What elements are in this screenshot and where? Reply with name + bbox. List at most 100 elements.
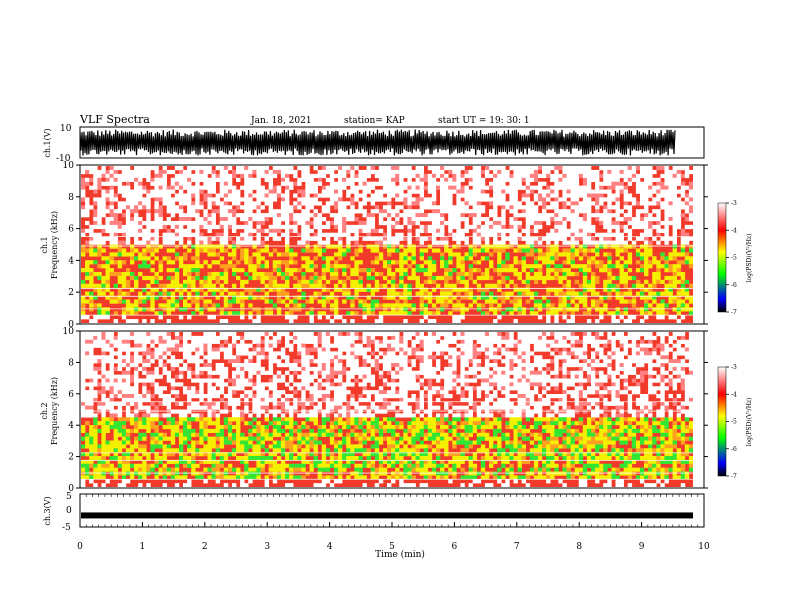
spectrogram-cell [325,260,331,265]
spectrogram-cell [81,483,86,488]
spectrogram-cell [231,264,237,269]
spectrogram-cell [415,173,420,179]
spectrogram-cell [333,299,339,304]
spectrogram-cell [623,240,629,245]
spectrogram-cell [93,359,98,364]
spectrogram-cell [150,279,155,285]
spectrogram-cell [476,228,482,234]
spectrogram-cell [203,467,208,472]
spectrogram-cell [170,378,176,383]
spectrogram-cell [615,240,620,245]
spectrogram-cell [85,355,90,360]
spectrogram-cell [325,177,331,182]
spectrogram-cell [664,311,669,316]
spectrogram-cell [89,394,94,399]
spectrogram-cell [203,448,208,453]
spectrogram-cell [166,467,172,472]
spectrogram-cell [248,275,253,281]
spectrogram-cell [81,307,86,312]
spectrogram-cell [480,209,486,214]
spectrogram-cell [280,271,286,277]
spectrogram-cell [480,177,486,182]
spectrogram-cell [101,432,106,437]
spectrogram-cell [464,173,469,179]
spectrogram-cell [435,248,441,253]
spectrogram-cell [187,279,192,285]
spectrogram-cell [191,283,196,288]
spectrogram-cell [427,244,433,249]
spectrogram-cell [150,359,155,364]
spectrogram-cell [611,185,616,190]
spectrogram-cell [382,307,388,312]
spectrogram-cell [174,467,180,472]
spectrogram-cell [427,189,433,194]
spectrogram-cell [109,177,114,182]
spectrogram-cell [444,201,449,206]
spectrogram-cell [89,271,94,277]
spectrogram-cell [427,279,433,285]
spectrogram-cell [644,279,649,285]
spectrogram-cell [607,256,612,261]
spectrogram-cell [195,240,200,245]
spectrogram-cell [129,209,135,214]
spectrogram-cell [517,185,522,190]
spectrogram-cell [252,181,257,186]
spectrogram-cell [301,177,306,182]
spectrogram-cell [603,295,608,300]
spectrogram-cell [370,224,376,230]
spectrogram-cell [460,189,465,194]
spectrogram-cell [546,303,551,308]
spectrogram-cell [117,332,123,337]
spectrogram-cell [191,413,196,418]
spectrogram-cell [195,471,200,476]
spectrogram-cell [399,268,404,273]
spectrogram-cell [272,260,278,265]
spectrogram-cell [419,268,425,273]
spectrogram-cell [125,401,131,406]
spectrogram-cell [501,181,506,186]
spectrogram-cell [489,303,494,308]
spectrogram-cell [183,197,188,202]
spectrogram-cell [533,193,539,198]
spectrogram-cell [525,217,531,222]
spectrogram-cell [146,189,151,194]
spectrogram-cell [554,193,559,198]
spectrogram-cell [134,224,139,230]
spectrogram-cell [280,224,286,230]
spectrogram-cell [215,467,221,472]
spectrogram-cell [207,374,212,379]
spectrogram-cell [591,169,596,175]
spectrogram-cell [448,220,453,226]
spectrogram-cell [244,169,249,175]
spectrogram-cell [105,205,110,210]
spectrogram-cell [170,201,176,206]
spectrogram-cell [403,260,408,265]
spectrogram-cell [203,339,208,344]
spectrogram-cell [309,228,314,234]
spectrogram-cell [187,448,192,453]
spectrogram-cell [183,287,188,292]
spectrogram-cell [158,359,163,364]
spectrogram-cell [615,197,620,202]
spectrogram-cell [223,271,229,277]
spectrogram-cell [113,452,119,457]
spectrogram-cell [166,444,172,449]
spectrogram-cell [407,217,412,222]
spectrogram-cell [101,224,106,230]
spectrogram-cell [207,417,212,422]
spectrogram-cell [468,252,473,257]
spectrogram-cell [354,291,359,296]
spectrogram-cell [105,397,110,403]
spectrogram-cell [591,260,596,265]
spectrogram-cell [154,390,159,395]
spectrogram-cell [260,271,265,277]
spectrogram-cell [570,224,575,230]
spectrogram-cell [211,456,216,461]
spectrogram-cell [582,279,588,285]
spectrogram-cell [423,260,429,265]
spectrogram-cell [150,275,155,281]
spectrogram-cell [113,394,119,399]
spectrogram-cell [191,224,196,230]
spectrogram-cell [301,236,306,241]
spectrogram-cell [595,232,600,237]
